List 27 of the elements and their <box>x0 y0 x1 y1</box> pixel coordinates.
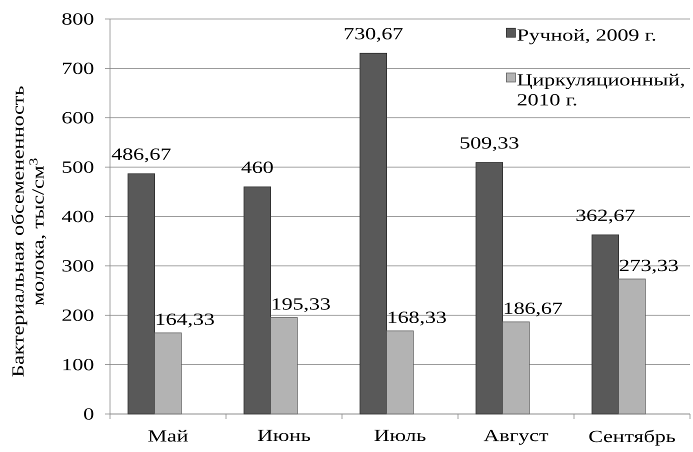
data-label: 362,67 <box>576 210 635 224</box>
y-tick-label: 800 <box>62 13 94 25</box>
x-tick-label: Июль <box>374 430 426 442</box>
data-label: 486,67 <box>112 148 171 162</box>
y-tick-label: 600 <box>62 112 94 124</box>
y-tick-label: 700 <box>62 62 94 74</box>
data-label: 273,33 <box>620 260 678 274</box>
data-label: 730,67 <box>344 28 403 42</box>
y-axis-title: Бактериальная обсемененность молока, тыс/см$^{3}$ <box>11 86 46 377</box>
x-tick-label: Август <box>484 430 548 445</box>
data-label: 509,33 <box>460 137 518 152</box>
x-tick-label: Май <box>148 430 188 442</box>
data-label: 195,33 <box>272 298 330 312</box>
data-label: 186,67 <box>504 302 562 316</box>
y-tick-label: 100 <box>63 358 94 370</box>
x-tick-label: Сентябрь <box>589 430 675 446</box>
y-tick-label: 0 <box>84 408 94 420</box>
y-tick-label: 300 <box>62 260 94 272</box>
y-tick-label: 200 <box>62 309 94 321</box>
data-label: 460 <box>241 162 273 174</box>
y-tick-label: 500 <box>62 161 94 173</box>
x-tick-label: Июнь <box>258 430 310 442</box>
data-label: 164,33 <box>156 314 214 328</box>
y-tick-label: 400 <box>62 210 94 222</box>
legend-label: Ручной, 2009 г. <box>517 28 656 44</box>
legend-label: Циркуляционный, 2010 г. <box>517 74 684 106</box>
data-label: 168,33 <box>388 312 446 326</box>
